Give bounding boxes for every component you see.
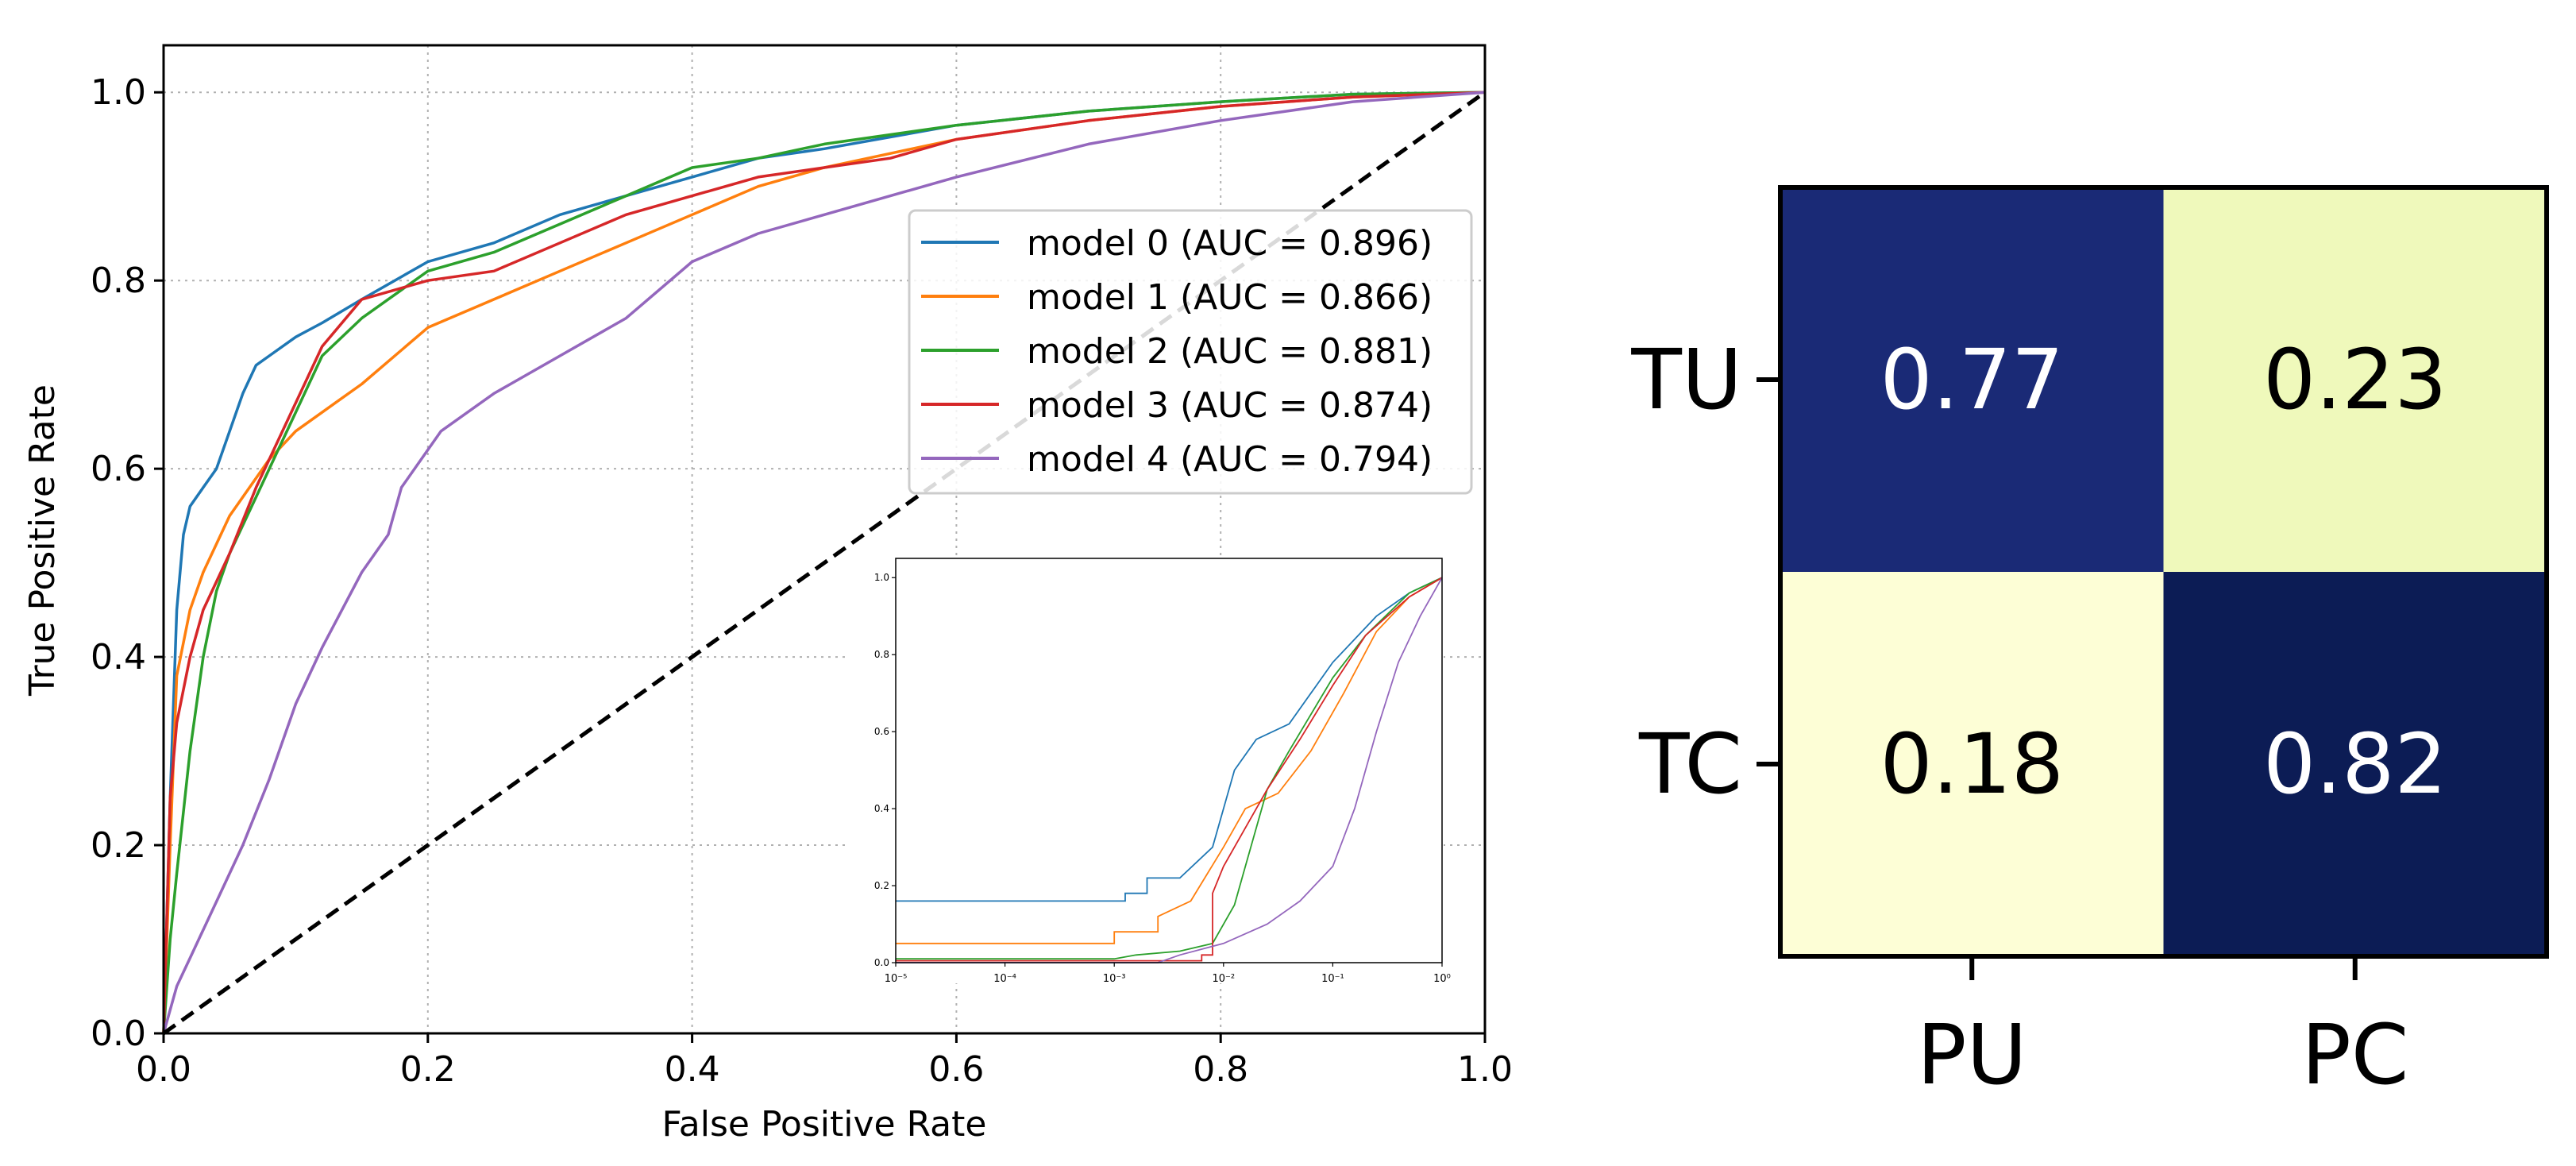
roc-legend: model 0 (AUC = 0.896) model 1 (AUC = 0.86… bbox=[908, 209, 1473, 495]
inset-series-model-1 bbox=[896, 577, 1443, 944]
x-tick-label: 1.0 bbox=[1457, 1049, 1513, 1090]
x-tick-label: 0.4 bbox=[665, 1049, 720, 1090]
cm-cell-value: 0.18 bbox=[1880, 716, 2064, 813]
inset-y-tick-label: 0.0 bbox=[874, 957, 889, 968]
chance-diagonal-line bbox=[162, 91, 1487, 1036]
inset-frame bbox=[895, 558, 1443, 963]
y-tick-label: 0.2 bbox=[91, 825, 146, 866]
inset-series-model-3 bbox=[896, 577, 1443, 962]
inset-y-tick-label: 1.0 bbox=[874, 572, 889, 583]
cm-col-label: PU bbox=[1917, 1006, 2027, 1103]
cm-frame bbox=[1778, 185, 2549, 959]
y-tick-label: 0.6 bbox=[91, 449, 146, 489]
legend-label-model-0: model 0 (AUC = 0.896) bbox=[1027, 223, 1433, 264]
legend-label-model-4: model 4 (AUC = 0.794) bbox=[1027, 439, 1433, 480]
cm-cell-value: 0.23 bbox=[2263, 331, 2447, 428]
legend-label-model-3: model 3 (AUC = 0.874) bbox=[1027, 385, 1433, 426]
cm-cell-tc-pu bbox=[1780, 572, 2164, 957]
roc-chart: 0.0 0.2 0.4 0.6 0.8 1.0 0.0 0.2 0.4 0.6 0.8 1.0 Fal… bbox=[22, 44, 1513, 1145]
y-tick-label: 0.8 bbox=[91, 261, 146, 301]
inset-x-tick-label: 10⁻³ bbox=[1103, 973, 1126, 985]
inset-y-tick-label: 0.6 bbox=[874, 726, 889, 737]
cm-cell-value: 0.77 bbox=[1880, 331, 2064, 428]
y-tick-label: 0.4 bbox=[91, 637, 146, 678]
inset-x-tick-label: 10⁰ bbox=[1433, 973, 1451, 985]
legend-label-model-2: model 2 (AUC = 0.881) bbox=[1027, 331, 1433, 372]
roc-series-model-2 bbox=[162, 91, 1486, 1034]
x-tick-label: 0.6 bbox=[928, 1049, 984, 1090]
inset-series-model-0 bbox=[896, 577, 1443, 902]
cm-row-label: TU bbox=[1630, 331, 1742, 428]
inset-x-tick-label: 10⁻¹ bbox=[1321, 973, 1344, 985]
inset-y-tick-label: 0.8 bbox=[874, 649, 889, 660]
inset-series-model-4 bbox=[896, 577, 1443, 963]
cm-cell-tu-pc bbox=[2163, 187, 2547, 573]
inset-x-tick-label: 10⁻⁵ bbox=[885, 973, 908, 985]
confusion-matrix: 0.77 0.23 0.18 0.82 TU TC PU PC bbox=[1630, 185, 2549, 1103]
inset-x-tick-label: 10⁻⁴ bbox=[993, 973, 1016, 985]
x-tick-label: 0.2 bbox=[400, 1049, 456, 1090]
roc-plot-frame bbox=[162, 44, 1487, 1035]
roc-series-model-3 bbox=[162, 91, 1486, 1034]
inset-x-tick-label: 10⁻² bbox=[1212, 973, 1235, 985]
y-tick-label: 1.0 bbox=[91, 72, 146, 113]
inset-y-tick-label: 0.4 bbox=[874, 803, 889, 814]
roc-series-model-4 bbox=[162, 91, 1486, 1034]
cm-cell-tc-pc bbox=[2163, 572, 2547, 957]
x-tick-label: 0.8 bbox=[1193, 1049, 1248, 1090]
cm-row-label: TC bbox=[1638, 716, 1742, 813]
inset-background bbox=[848, 556, 1444, 983]
y-tick-label: 0.0 bbox=[91, 1013, 146, 1054]
roc-inset: 10⁻⁵ 10⁻⁴ 10⁻³ 10⁻² 10⁻¹ 10⁰ 0.0 0.2 0.4 0.6 0.8 1.… bbox=[848, 556, 1451, 985]
roc-x-axis-label: False Positive Rate bbox=[662, 1104, 987, 1145]
legend-frame bbox=[908, 209, 1473, 495]
inset-y-tick-label: 0.2 bbox=[874, 880, 889, 891]
cm-cell-value: 0.82 bbox=[2263, 716, 2447, 813]
cm-col-label: PC bbox=[2301, 1006, 2408, 1103]
cm-cell-tu-pu bbox=[1780, 187, 2164, 573]
legend-label-model-1: model 1 (AUC = 0.866) bbox=[1027, 277, 1433, 318]
roc-y-axis-label: True Positive Rate bbox=[22, 384, 63, 697]
x-tick-label: 0.0 bbox=[136, 1049, 191, 1090]
